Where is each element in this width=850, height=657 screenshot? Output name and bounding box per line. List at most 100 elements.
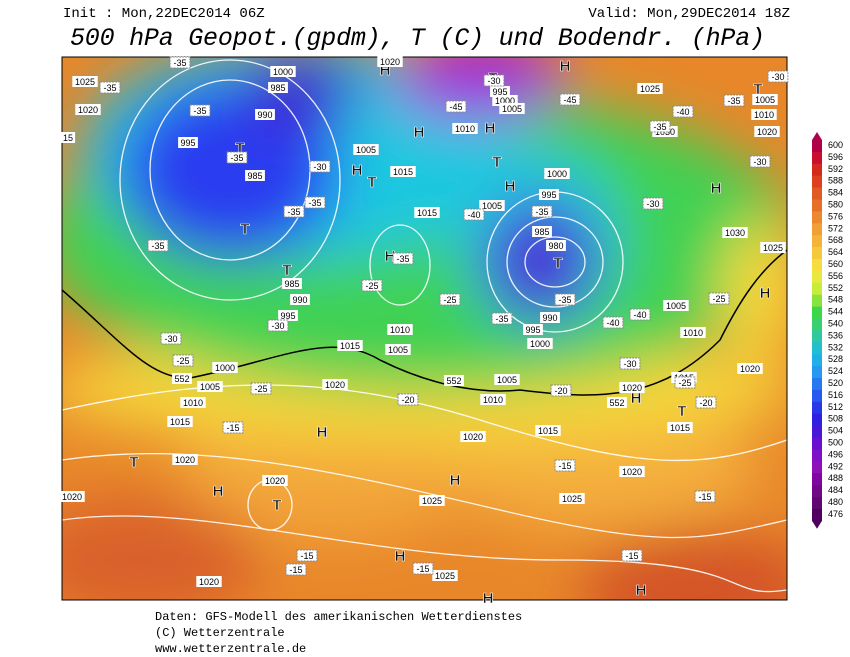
temperature-box	[445, 100, 467, 113]
temperature-label: -35	[495, 314, 508, 324]
url-note: www.wetterzentrale.de	[155, 642, 306, 656]
temperature-label: -20	[699, 398, 712, 408]
isobar-box	[523, 324, 543, 335]
temperature-box	[267, 319, 289, 332]
legend-swatch	[812, 449, 822, 462]
isobar-box	[255, 109, 275, 120]
temperature-label: -25	[365, 281, 378, 291]
pressure-center: H	[560, 58, 571, 75]
isobar-box	[527, 338, 553, 349]
temperature-box	[392, 252, 414, 265]
legend-swatch	[812, 140, 822, 153]
isobar-box	[737, 363, 763, 374]
isobar-label: 1005	[356, 145, 376, 155]
temperature-label: -20	[401, 395, 414, 405]
legend-label: 572	[828, 223, 843, 233]
temperature-box	[559, 93, 581, 106]
legend-label: 520	[828, 378, 843, 388]
isobar-label: 552	[609, 398, 624, 408]
isobar-box	[262, 475, 288, 486]
temperature-label: -15	[289, 565, 302, 575]
legend-label: 544	[828, 307, 843, 317]
isobar-box	[492, 95, 518, 106]
isobar-box	[72, 76, 98, 87]
isobar-box	[751, 109, 777, 120]
legend-swatch	[812, 270, 822, 284]
isobar-label: 995	[280, 311, 295, 321]
legend-label: 556	[828, 271, 843, 281]
isobar-label: 1025	[763, 243, 783, 253]
isobar-box	[539, 189, 559, 200]
isobar-box	[499, 103, 525, 114]
isobar-label: 1020	[325, 380, 345, 390]
legend-swatch	[812, 330, 822, 343]
isobar-label: 1015	[670, 423, 690, 433]
isobar-box	[180, 397, 206, 408]
temperature-label: -25	[176, 356, 189, 366]
legend-label: 492	[828, 461, 843, 471]
temperature-box	[463, 208, 485, 221]
temperature-box	[285, 563, 307, 576]
legend-label: 588	[828, 176, 843, 186]
temperature-label: -30	[623, 359, 636, 369]
temperature-box	[554, 459, 576, 472]
legend-cap	[812, 520, 822, 529]
isobar-label: 1020	[175, 455, 195, 465]
legend-label: 584	[828, 188, 843, 198]
isobar-box	[278, 310, 298, 321]
legend-label: 548	[828, 295, 843, 305]
isobar-box	[490, 86, 510, 97]
isobar-label: 1020	[380, 57, 400, 67]
isobar-box	[532, 226, 552, 237]
temperature-label: -35	[103, 83, 116, 93]
temperature-label: -45	[449, 102, 462, 112]
isobar-label: 985	[270, 83, 285, 93]
temperature-label: -40	[633, 310, 646, 320]
isobar-label: 1010	[390, 325, 410, 335]
temperature-label: -25	[678, 378, 691, 388]
legend-swatch	[812, 187, 822, 200]
isobar-box	[619, 382, 645, 393]
temperature-label: -35	[308, 198, 321, 208]
legend-swatch	[812, 437, 822, 450]
pressure-center: H	[317, 424, 328, 441]
isobar-box	[414, 207, 440, 218]
pressure-center: H	[636, 582, 647, 599]
pressure-center: T	[272, 497, 281, 514]
legend-swatch	[812, 294, 822, 308]
pressure-center: H	[505, 178, 516, 195]
pressure-center: H	[483, 590, 494, 607]
legend-swatch	[812, 389, 822, 403]
isobar-box	[377, 56, 403, 67]
isobar-label: 1020	[463, 432, 483, 442]
isobar-box	[452, 123, 478, 134]
temperature-box	[296, 549, 318, 562]
legend-swatch	[812, 497, 822, 510]
legend-label: 484	[828, 485, 843, 495]
temperature-box	[169, 56, 191, 69]
temperature-box	[491, 312, 513, 325]
pressure-center: H	[414, 124, 425, 141]
pressure-center: H	[711, 180, 722, 197]
isobar-label: 1010	[683, 328, 703, 338]
isobar-box	[353, 144, 379, 155]
isobar-box	[680, 327, 706, 338]
temperature-label: -30	[164, 334, 177, 344]
legend-swatch	[812, 247, 822, 260]
temperature-box	[550, 384, 572, 397]
legend-label: 536	[828, 330, 843, 340]
isobar-label: 1015	[393, 167, 413, 177]
isobar-box	[282, 278, 302, 289]
isobar-label: 552	[174, 374, 189, 384]
isobar-label: 1005	[388, 345, 408, 355]
isobar-label: 1005	[482, 201, 502, 211]
legend-swatch	[812, 223, 822, 236]
temperature-label: -15	[558, 461, 571, 471]
isobar-label: 1020	[757, 127, 777, 137]
isobar-box	[60, 132, 76, 143]
temperature-label: -25	[712, 294, 725, 304]
legend-label: 528	[828, 354, 843, 364]
isobar-label: 1015	[170, 417, 190, 427]
isobar-box	[419, 495, 445, 506]
